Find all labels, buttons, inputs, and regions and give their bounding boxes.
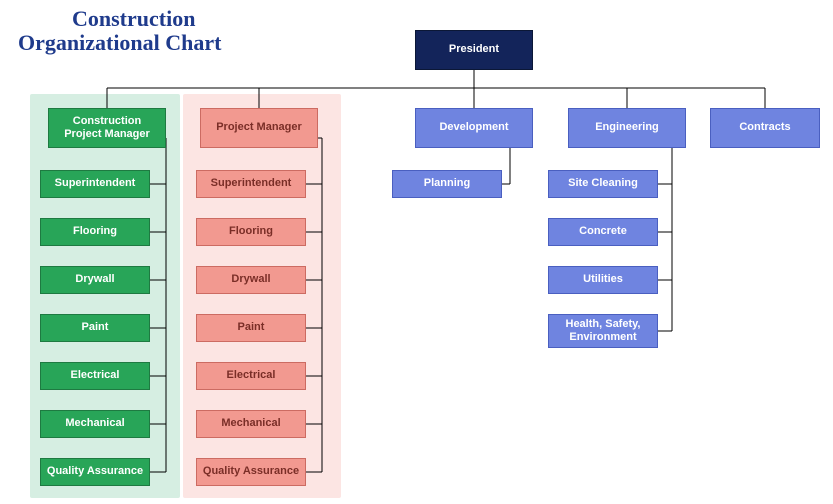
node-label: Electrical [71,369,120,382]
node-label: Construction Project Manager [64,115,150,141]
node-label: Flooring [229,225,273,238]
node-planning: Planning [392,170,502,198]
node-p-elec: Electrical [196,362,306,390]
node-label: Superintendent [211,177,292,190]
node-p-paint: Paint [196,314,306,342]
node-label: Development [439,121,508,134]
node-g-paint: Paint [40,314,150,342]
node-label: Contracts [739,121,790,134]
node-pm: Project Manager [200,108,318,148]
node-label: Project Manager [216,121,302,134]
node-cpm: Construction Project Manager [48,108,166,148]
chart-title-line1: Construction [72,6,195,32]
node-g-mech: Mechanical [40,410,150,438]
node-eng: Engineering [568,108,686,148]
node-label: Drywall [75,273,114,286]
node-label: Mechanical [65,417,124,430]
node-g-dry: Drywall [40,266,150,294]
node-label: Planning [424,177,470,190]
node-label: Superintendent [55,177,136,190]
node-g-floor: Flooring [40,218,150,246]
node-label: Quality Assurance [47,465,143,478]
node-contracts: Contracts [710,108,820,148]
node-g-qa: Quality Assurance [40,458,150,486]
node-label: Electrical [227,369,276,382]
node-e-conc: Concrete [548,218,658,246]
node-label: Flooring [73,225,117,238]
node-label: President [449,43,499,56]
node-label: Health, Safety, Environment [566,318,641,344]
node-label: Engineering [595,121,659,134]
node-label: Paint [82,321,109,334]
node-label: Paint [238,321,265,334]
node-label: Concrete [579,225,627,238]
node-label: Utilities [583,273,623,286]
node-p-super: Superintendent [196,170,306,198]
node-e-util: Utilities [548,266,658,294]
node-e-site: Site Cleaning [548,170,658,198]
chart-title-line2: Organizational Chart [18,30,222,56]
node-g-super: Superintendent [40,170,150,198]
node-p-mech: Mechanical [196,410,306,438]
node-dev: Development [415,108,533,148]
node-e-hse: Health, Safety, Environment [548,314,658,348]
node-p-floor: Flooring [196,218,306,246]
node-label: Quality Assurance [203,465,299,478]
node-president: President [415,30,533,70]
node-p-dry: Drywall [196,266,306,294]
node-p-qa: Quality Assurance [196,458,306,486]
node-label: Mechanical [221,417,280,430]
node-label: Drywall [231,273,270,286]
node-label: Site Cleaning [568,177,638,190]
node-g-elec: Electrical [40,362,150,390]
